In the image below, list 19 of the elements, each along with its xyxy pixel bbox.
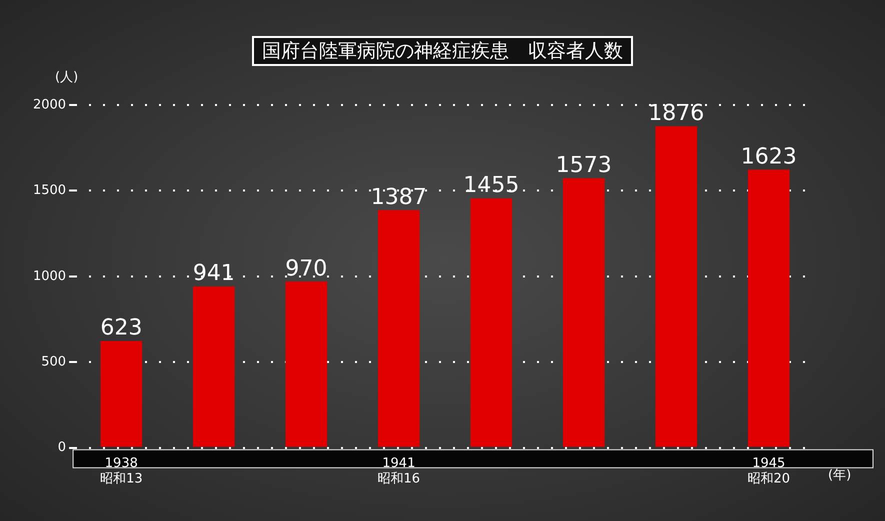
x-tick-label: 1945 昭和20: [747, 456, 790, 487]
y-tick-label: 1500: [32, 183, 66, 198]
data-label: 970: [285, 256, 328, 282]
data-label: 1387: [370, 184, 427, 210]
x-tick-label: 1938 昭和13: [100, 456, 143, 487]
y-axis-title: (人): [55, 69, 78, 86]
data-label: 1455: [463, 173, 520, 198]
x-axis-title: (年): [828, 467, 852, 484]
y-tick-label: 1000: [32, 268, 66, 284]
data-label: 1623: [740, 144, 797, 170]
data-label: 623: [100, 316, 142, 341]
chart-title: 国府台陸軍病院の神経症疾患 収容者人数: [252, 36, 633, 66]
y-tick-label: 2000: [32, 97, 66, 112]
data-label: 1573: [556, 152, 612, 178]
x-tick-label: 1941 昭和16: [378, 456, 420, 487]
y-tick-label: 0: [58, 440, 66, 456]
data-label: 941: [192, 261, 235, 286]
y-tick-label: 500: [41, 354, 66, 370]
data-label: 1876: [648, 100, 704, 126]
